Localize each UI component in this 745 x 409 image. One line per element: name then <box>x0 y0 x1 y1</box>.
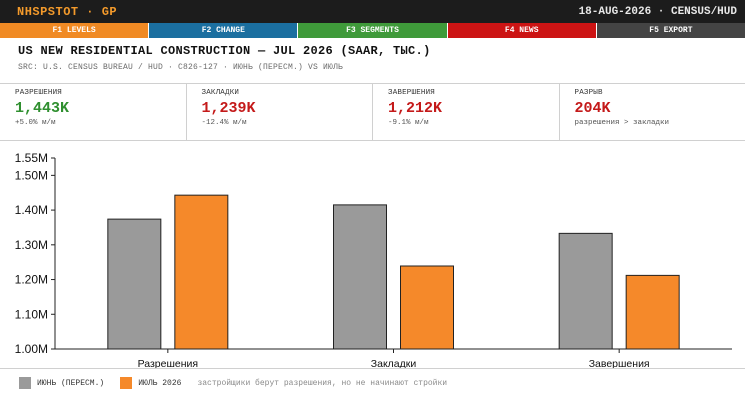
kpi-strip: РАЗРЕШЕНИЯ 1,443K +5.0% м/м ЗАКЛАДКИ 1,2… <box>0 84 745 141</box>
f2-change-tab[interactable]: F2 CHANGE <box>149 23 299 38</box>
top-bar: NHSPSTOT · GP 18-AUG-2026 · CENSUS/HUD <box>0 0 745 23</box>
y-tick-label: 1.30M <box>15 238 48 252</box>
kpi-label: ЗАВЕРШЕНИЯ <box>388 89 436 97</box>
y-tick-label: 1.40M <box>15 203 48 217</box>
kpi-change: -12.4% м/м <box>201 119 247 127</box>
legend-item-july: ИЮЛЬ 2026 <box>120 377 181 389</box>
legend-swatch-july <box>120 377 133 389</box>
kpi-permits: РАЗРЕШЕНИЯ 1,443K +5.0% м/м <box>0 84 187 140</box>
kpi-value: 1,212K <box>388 100 443 117</box>
y-tick-label: 1.10M <box>15 307 48 321</box>
bar-july-1 <box>400 265 454 350</box>
y-tick-label: 1.50M <box>15 168 48 182</box>
f3-segments-tab[interactable]: F3 SEGMENTS <box>298 23 448 38</box>
kpi-value: 204K <box>574 100 611 117</box>
legend-item-june: ИЮНЬ (ПЕРЕСМ.) <box>19 377 104 389</box>
bar-july-0 <box>174 194 229 350</box>
date-source-label: 18-AUG-2026 · CENSUS/HUD <box>578 5 737 18</box>
x-tick-label: Завершения <box>589 358 650 368</box>
legend-note: застройщики берут разрешения, но не начи… <box>197 378 448 388</box>
chart-header: US NEW RESIDENTIAL CONSTRUCTION — JUL 20… <box>0 38 745 84</box>
kpi-change: разрешения > закладки <box>574 119 670 127</box>
bar-july-2 <box>625 274 680 350</box>
legend-label-june: ИЮНЬ (ПЕРЕСМ.) <box>37 378 105 388</box>
kpi-label: ЗАКЛАДКИ <box>201 89 240 97</box>
page-title: US NEW RESIDENTIAL CONSTRUCTION — JUL 20… <box>18 44 431 58</box>
chart-legend: ИЮНЬ (ПЕРЕСМ.) ИЮЛЬ 2026 застройщики бер… <box>0 369 745 397</box>
y-tick-label: 1.20M <box>15 273 48 287</box>
bar-june-0 <box>107 218 162 350</box>
kpi-value: 1,239K <box>201 100 256 117</box>
kpi-gap: РАЗРЫВ 204K разрешения > закладки <box>560 84 745 140</box>
x-tick-label: Закладки <box>371 358 417 368</box>
bar-chart-svg: 1.00M 1.10M 1.20M 1.30M 1.40M 1.50M 1.55M Разре… <box>15 151 732 370</box>
ticker-label: NHSPSTOT · GP <box>17 4 118 19</box>
function-key-bar: F1 LEVELS F2 CHANGE F3 SEGMENTS F4 NEWS … <box>0 23 745 38</box>
legend-label-july: ИЮЛЬ 2026 <box>138 378 182 388</box>
kpi-completions: ЗАВЕРШЕНИЯ 1,212K -9.1% м/м <box>373 84 560 140</box>
kpi-change: +5.0% м/м <box>15 119 56 127</box>
f5-export-tab[interactable]: F5 EXPORT <box>596 23 745 38</box>
y-tick-label: 1.00M <box>15 342 48 356</box>
y-tick-label: 1.55M <box>15 151 48 165</box>
legend-swatch-june <box>19 377 31 389</box>
kpi-value: 1,443K <box>15 100 70 117</box>
f1-levels-tab[interactable]: F1 LEVELS <box>0 23 150 38</box>
bar-june-2 <box>558 232 613 350</box>
kpi-change: -9.1% м/м <box>388 119 429 127</box>
kpi-label: РАЗРЫВ <box>574 89 603 97</box>
bar-chart: 1.00M 1.10M 1.20M 1.30M 1.40M 1.50M 1.55M Разре… <box>0 141 745 370</box>
kpi-starts: ЗАКЛАДКИ 1,239K -12.4% м/м <box>187 84 373 140</box>
f4-news-tab[interactable]: F4 NEWS <box>447 23 597 38</box>
page-subtitle: SRC: U.S. CENSUS BUREAU / HUD · C826-127… <box>18 63 344 72</box>
bar-june-1 <box>333 204 387 350</box>
kpi-label: РАЗРЕШЕНИЯ <box>15 89 63 97</box>
x-tick-label: Разрешения <box>138 358 198 368</box>
